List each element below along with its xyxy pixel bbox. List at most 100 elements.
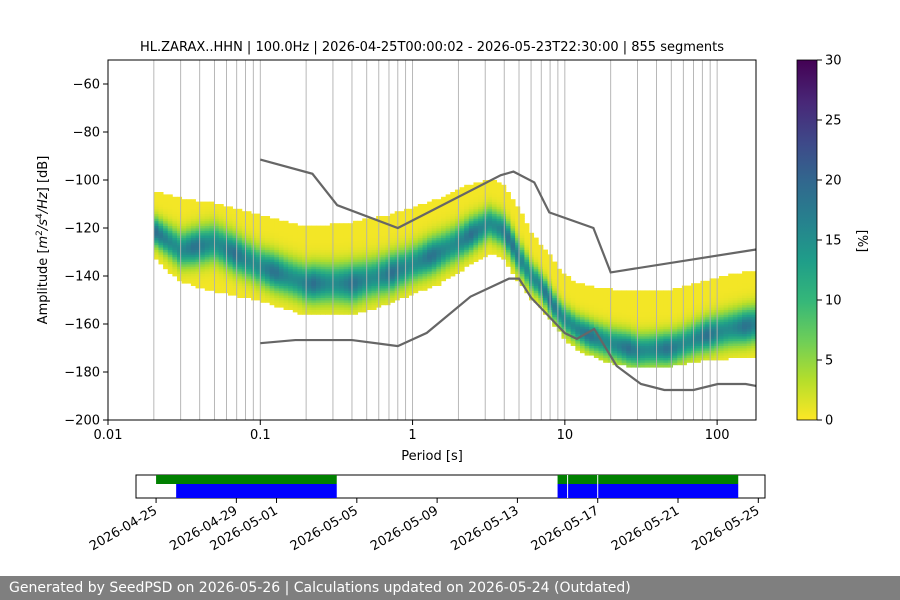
heatmap-cell (709, 312, 715, 315)
heatmap-cell (362, 295, 368, 298)
heatmap-cell (255, 290, 261, 294)
heatmap-cell (667, 343, 674, 346)
heatmap-cell (478, 247, 484, 250)
heatmap-cell (593, 304, 599, 308)
heatmap-cell (380, 242, 386, 246)
heatmap-cell (491, 242, 498, 246)
heatmap-cell (297, 304, 303, 308)
heatmap-cell (751, 326, 757, 330)
heatmap-cell (579, 300, 586, 303)
heatmap-cell (640, 314, 646, 318)
heatmap-cell (478, 208, 484, 212)
heatmap-cell (570, 328, 576, 332)
heatmap-cell (153, 201, 159, 205)
heatmap-cell (385, 268, 391, 272)
heatmap-cell (246, 264, 252, 267)
heatmap-cell (195, 283, 201, 286)
heatmap-cell (417, 242, 423, 246)
heatmap-cell (431, 228, 437, 231)
heatmap-cell (621, 338, 627, 342)
heatmap-cell (385, 216, 391, 219)
heatmap-cell (329, 300, 335, 303)
heatmap-cell (195, 240, 201, 243)
heatmap-cell (241, 264, 247, 267)
heatmap-cell (237, 285, 243, 289)
heatmap-cell (311, 307, 317, 310)
heatmap-cell (246, 271, 252, 274)
heatmap-cell (459, 252, 465, 255)
heatmap-cell (292, 285, 298, 289)
heatmap-cell (441, 264, 447, 267)
heatmap-cell (746, 309, 752, 313)
heatmap-cell (709, 295, 715, 298)
heatmap-cell (695, 307, 701, 310)
timeline-bar-green (557, 475, 739, 484)
heatmap-cell (394, 254, 400, 258)
heatmap-cell (570, 343, 576, 346)
heatmap-cell (751, 355, 757, 358)
heatmap-cell (246, 283, 252, 286)
heatmap-cell (612, 345, 618, 349)
heatmap-cell (278, 297, 284, 301)
heatmap-cell (705, 300, 711, 303)
heatmap-cell (241, 244, 247, 248)
heatmap-cell (339, 285, 345, 289)
heatmap-cell (274, 285, 280, 289)
heatmap-cell (320, 261, 326, 265)
heatmap-cell (705, 283, 711, 286)
heatmap-cell (260, 268, 266, 272)
heatmap-cell (315, 256, 321, 260)
heatmap-cell (630, 336, 636, 339)
heatmap-cell (742, 288, 748, 291)
heatmap-cell (644, 340, 650, 344)
heatmap-cell (705, 352, 711, 356)
heatmap-cell (478, 189, 484, 193)
heatmap-cell (283, 230, 289, 234)
heatmap-cell (413, 213, 419, 217)
heatmap-cell (524, 247, 530, 250)
heatmap-cell (454, 252, 460, 255)
heatmap-cell (353, 285, 359, 289)
heatmap-cell (700, 333, 706, 337)
heatmap-cell (246, 242, 252, 246)
heatmap-cell (575, 285, 581, 289)
heatmap-cell (496, 206, 502, 210)
heatmap-cell (190, 273, 196, 277)
heatmap-cell (214, 273, 220, 277)
heatmap-cell (487, 252, 493, 255)
heatmap-cell (579, 321, 586, 325)
heatmap-cell (478, 235, 484, 238)
heatmap-cell (186, 259, 192, 262)
heatmap-cell (334, 271, 340, 274)
heatmap-cell (371, 230, 377, 234)
heatmap-cell (315, 285, 321, 289)
heatmap-cell (390, 264, 396, 267)
heatmap-cell (552, 290, 558, 294)
heatmap-cell (649, 302, 655, 306)
heatmap-cell (742, 273, 748, 277)
heatmap-cell (278, 240, 284, 243)
heatmap-cell (209, 213, 215, 217)
heatmap-cell (473, 199, 479, 202)
heatmap-cell (566, 283, 572, 286)
heatmap-cell (394, 211, 400, 214)
heatmap-cell (603, 314, 609, 318)
heatmap-cell (292, 280, 298, 284)
heatmap-cell (737, 273, 743, 277)
heatmap-cell (343, 254, 349, 258)
heatmap-cell (195, 254, 201, 258)
heatmap-cell (214, 264, 220, 267)
heatmap-cell (371, 256, 377, 260)
heatmap-cell (339, 223, 345, 226)
heatmap-cell (371, 302, 377, 306)
heatmap-cell (403, 259, 409, 262)
heatmap-cell (515, 268, 521, 272)
heatmap-cell (603, 328, 609, 332)
heatmap-cell (265, 225, 271, 229)
heatmap-cell (408, 244, 414, 248)
heatmap-cell (700, 288, 706, 291)
heatmap-cell (533, 276, 539, 279)
heatmap-cell (209, 228, 215, 231)
heatmap-cell (441, 199, 447, 202)
heatmap-cell (348, 256, 354, 260)
